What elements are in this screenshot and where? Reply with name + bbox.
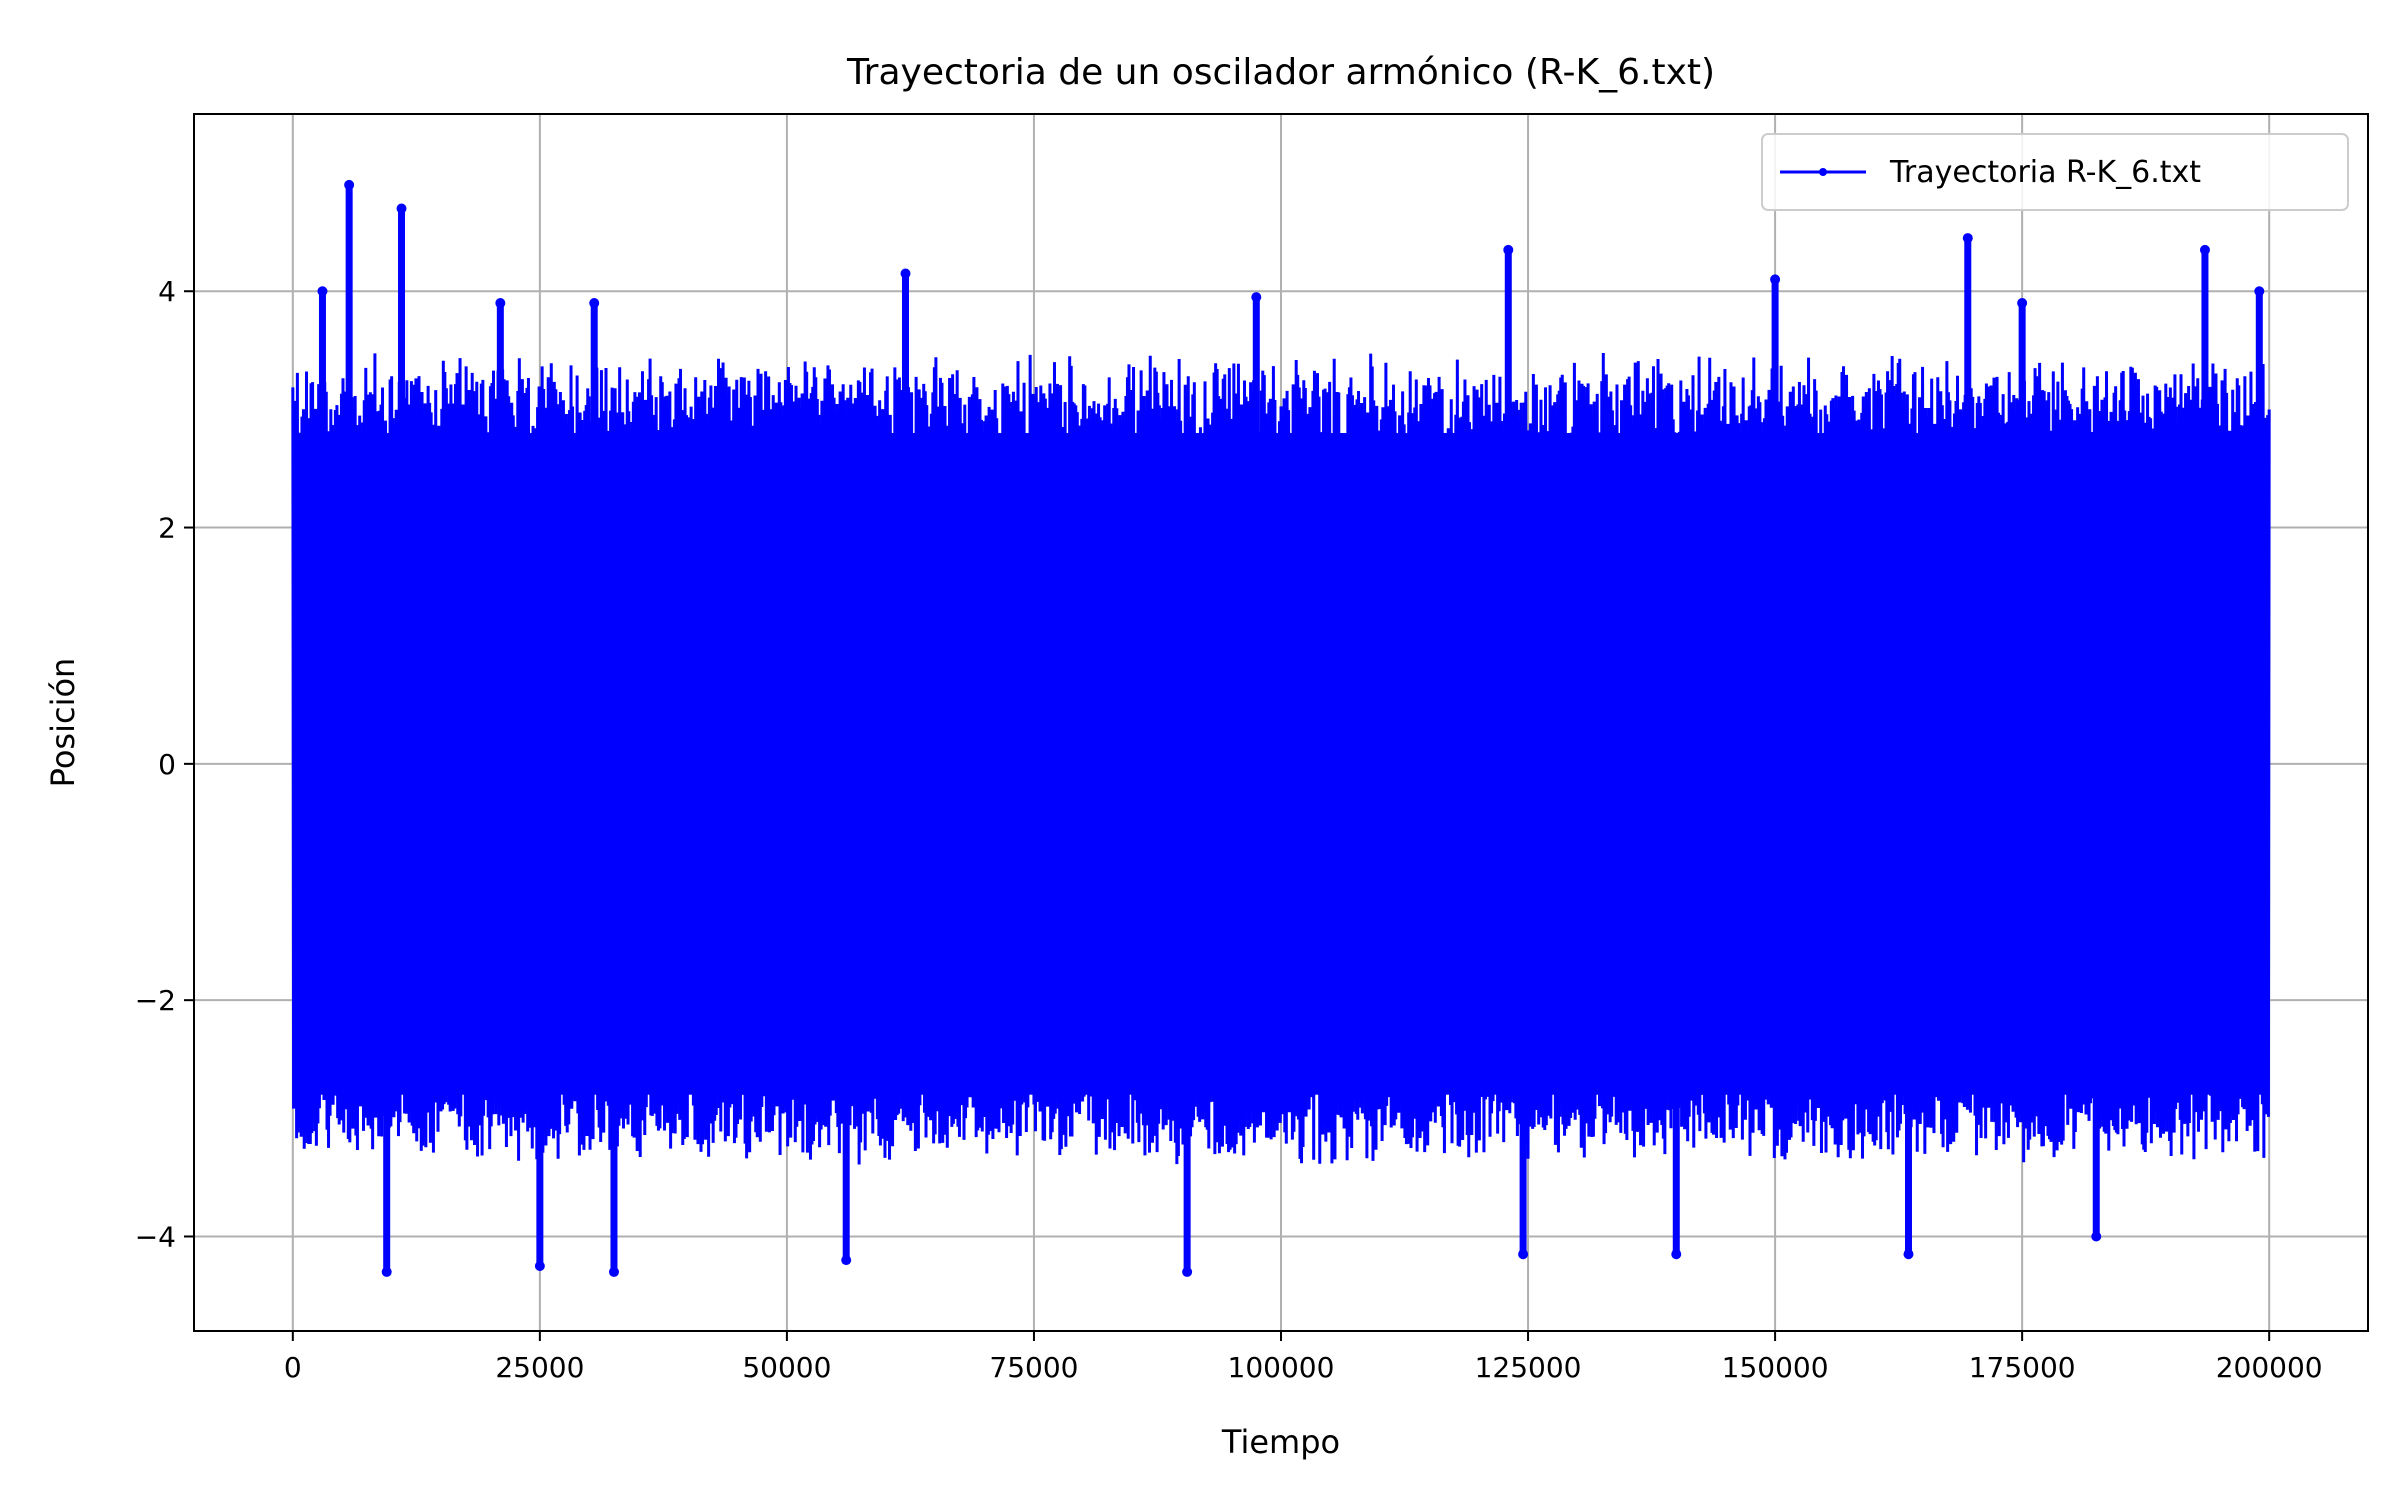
series-point [344, 179, 355, 190]
x-tick-label: 125000 [1475, 1351, 1582, 1384]
y-tick-label: −4 [135, 1220, 176, 1253]
series-point [317, 286, 328, 297]
x-axis-label: Tiempo [1221, 1423, 1340, 1461]
x-tick-label: 175000 [1969, 1351, 2076, 1384]
series-point [589, 298, 600, 309]
series-point [1962, 233, 1973, 244]
series-point [381, 1266, 392, 1277]
y-tick-label: −2 [135, 984, 176, 1017]
series-point [1518, 1249, 1529, 1260]
x-tick-label: 75000 [989, 1351, 1078, 1384]
series-point [534, 1261, 545, 1272]
y-tick-label: 0 [158, 748, 176, 781]
x-tick-label: 25000 [495, 1351, 584, 1384]
legend: Trayectoria R-K_6.txt [1761, 133, 2349, 211]
series-point [841, 1255, 852, 1266]
series-point [396, 203, 407, 214]
series-dense-band [292, 433, 2270, 1095]
legend-entry-label: Trayectoria R-K_6.txt [1889, 155, 2201, 190]
x-tick-label: 50000 [742, 1351, 831, 1384]
x-tick-label: 150000 [1722, 1351, 1829, 1384]
x-tick-label: 200000 [2216, 1351, 2323, 1384]
legend-box [1761, 133, 2349, 211]
y-tick-label: 4 [158, 275, 176, 308]
x-tick-label: 100000 [1228, 1351, 1335, 1384]
series-point [495, 298, 506, 309]
series-point [1182, 1266, 1193, 1277]
series-point [2091, 1231, 2102, 1242]
x-axis: 0 25000 50000 75000 100000 125000 150000 175000… [284, 1331, 2323, 1384]
series-point [2017, 298, 2028, 309]
series-point [1251, 292, 1262, 303]
chart-title: Trayectoria de un oscilador armónico (R-… [846, 52, 1715, 93]
series-point [2254, 286, 2265, 297]
plot-area [291, 179, 2271, 1277]
series-point [2199, 244, 2210, 255]
series-point [1903, 1249, 1914, 1260]
x-tick-label: 0 [284, 1351, 302, 1384]
series-point [608, 1266, 619, 1277]
y-axis: −4 −2 0 2 4 [135, 275, 194, 1253]
y-axis-label: Posición [44, 658, 82, 788]
legend-marker-swatch [1819, 168, 1827, 176]
series-point [1770, 274, 1781, 285]
y-tick-label: 2 [158, 512, 176, 545]
series-point [1671, 1249, 1682, 1260]
series-point [1503, 244, 1514, 255]
series-point [900, 268, 911, 279]
